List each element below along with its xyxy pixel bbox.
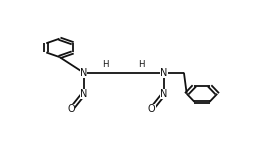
Text: N: N [80, 68, 87, 78]
Text: N: N [80, 89, 87, 99]
Text: N: N [160, 68, 168, 78]
Text: H: H [139, 60, 145, 69]
Text: O: O [148, 104, 156, 114]
Text: H: H [102, 60, 109, 69]
Text: O: O [68, 104, 75, 114]
Text: N: N [160, 89, 168, 99]
